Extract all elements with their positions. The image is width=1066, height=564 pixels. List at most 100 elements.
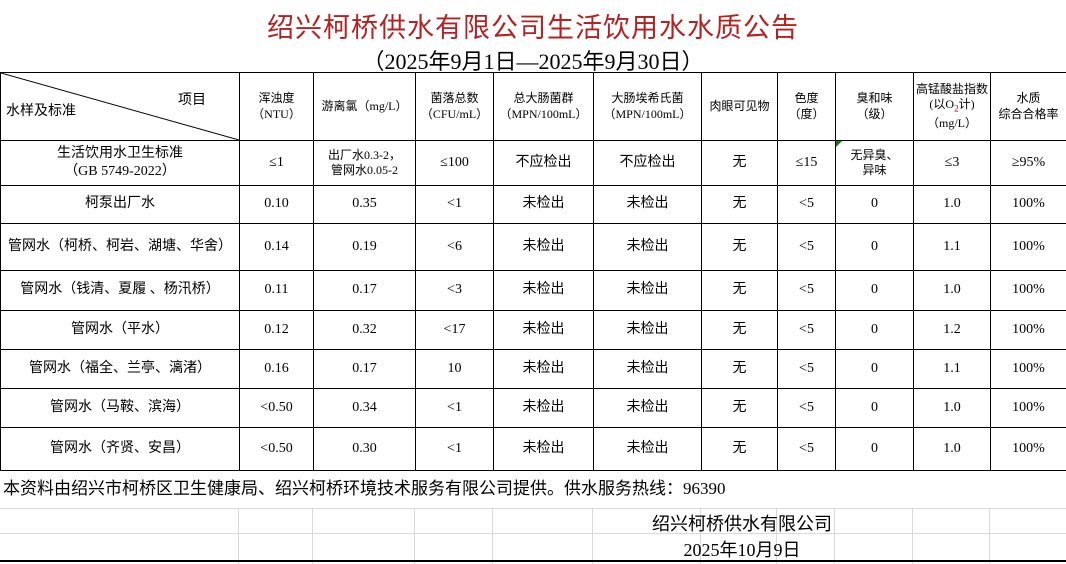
value-cell: 未检出	[593, 427, 702, 471]
water-quality-table: 项目 水样及标准 浑浊度 （NTU） 游离氯（mg/L） 菌落总数 （CFU/m…	[0, 72, 1066, 471]
col-header-colony-count: 菌落总数 （CFU/mL）	[415, 72, 494, 141]
value-cell: 未检出	[493, 310, 594, 350]
value-cell: <5	[777, 270, 836, 311]
value-cell: 0.10	[239, 185, 314, 224]
value-cell: <5	[777, 185, 836, 224]
value-cell: <5	[777, 349, 836, 389]
value-cell: 未检出	[493, 349, 594, 389]
value-cell: 未检出	[593, 185, 702, 224]
value-cell: <1	[415, 185, 494, 224]
page-title: 绍兴柯桥供水有限公司生活饮用水水质公告	[267, 13, 799, 43]
gridline-horizontal	[0, 508, 1066, 509]
value-cell: 100%	[990, 185, 1066, 224]
value-cell: 0	[835, 310, 914, 350]
value-cell: 未检出	[593, 270, 702, 311]
value-cell: <0.50	[239, 388, 314, 428]
value-cell: 未检出	[493, 185, 594, 224]
col-header-free-chlorine: 游离氯（mg/L）	[313, 72, 416, 141]
value-cell: 0.14	[239, 223, 314, 271]
value-cell: 0	[835, 223, 914, 271]
oxygen-subscript: 2	[954, 103, 959, 114]
value-cell: 100%	[990, 427, 1066, 471]
value-cell: <5	[777, 310, 836, 350]
col-header-permanganate-index: 高锰酸盐指数(以O2计)（mg/L）	[913, 72, 991, 141]
value-cell: 0	[835, 270, 914, 311]
row-label: 管网水（福全、兰亭、漓渚）	[0, 349, 240, 389]
table-row: 管网水（齐贤、安昌） <0.50 0.30 <1 未检出 未检出无 <5 0 1.0 100%	[0, 427, 1066, 471]
value-cell: 无异臭、 异味	[835, 140, 914, 186]
table-row: 柯泵出厂水 0.10 0.35 <1 未检出 未检出无 <5 0 1.0 100%	[0, 185, 1066, 224]
value-cell: 无	[701, 140, 778, 186]
row-label: 管网水（钱清、夏履 、杨汛桥）	[0, 270, 240, 311]
table-row: 生活饮用水卫生标准 （GB 5749-2022） ≤1 出厂水0.3-2， 管网水0…	[0, 140, 1066, 186]
col-header-chroma: 色度 （度）	[777, 72, 836, 141]
value-cell: 未检出	[493, 223, 594, 271]
value-cell: 0.32	[313, 310, 416, 350]
value-cell: ≤3	[913, 140, 991, 186]
value-cell: <5	[777, 427, 836, 471]
value-cell: 1.2	[913, 310, 991, 350]
value-cell: 无	[701, 427, 778, 471]
value-cell: 100%	[990, 310, 1066, 350]
row-label: 管网水（齐贤、安昌）	[0, 427, 240, 471]
row-label: 管网水（平水）	[0, 310, 240, 350]
table-row: 管网水（马鞍、滨海） <0.50 0.34 <1 未检出 未检出无 <5 0 1.0 100%	[0, 388, 1066, 428]
value-cell: 无	[701, 388, 778, 428]
value-cell: <5	[777, 388, 836, 428]
footer-note: 本资料由绍兴市柯桥区卫生健康局、绍兴柯桥环境技术服务有限公司提供。供水服务热线：…	[3, 479, 726, 498]
value-cell: ≤15	[777, 140, 836, 186]
value-cell: 0.17	[313, 270, 416, 311]
value-cell: 0.16	[239, 349, 314, 389]
gridline-vertical	[834, 508, 835, 564]
value-cell: 1.0	[913, 427, 991, 471]
gridline-vertical	[414, 508, 415, 564]
value-cell: 10	[415, 349, 494, 389]
value-cell: 100%	[990, 270, 1066, 311]
value-cell: 不应检出	[593, 140, 702, 186]
value-cell: 出厂水0.3-2， 管网水0.05-2	[313, 140, 416, 186]
diagonal-divider-line	[1, 73, 239, 140]
value-cell: 未检出	[593, 223, 702, 271]
table-row: 管网水（平水） 0.12 0.32 <17 未检出 未检出无 <5 0 1.2 100%	[0, 310, 1066, 350]
gridline-vertical	[912, 508, 913, 564]
row-label: 管网水（柯桥、柯岩、湖塘、华舍）	[0, 223, 240, 271]
value-cell: 未检出	[593, 349, 702, 389]
col-header-visible-matter: 肉眼可见物	[701, 72, 778, 141]
col-header-total-coliforms: 总大肠菌群 （MPN/100mL）	[493, 72, 594, 141]
signature-date: 2025年10月9日	[683, 540, 801, 560]
row-label: 生活饮用水卫生标准 （GB 5749-2022）	[0, 140, 240, 186]
corner-label-sample-standard: 水样及标准	[6, 104, 76, 119]
value-cell: 未检出	[593, 310, 702, 350]
value-cell: 不应检出	[493, 140, 594, 186]
value-cell: ≥95%	[990, 140, 1066, 186]
value-cell: 0.12	[239, 310, 314, 350]
value-cell: 无	[701, 310, 778, 350]
gridline-vertical	[989, 508, 990, 564]
value-cell: <1	[415, 388, 494, 428]
value-cell: 0	[835, 185, 914, 224]
bottom-border-line	[0, 560, 1066, 562]
value-cell: 0.35	[313, 185, 416, 224]
value-cell: ≤1	[239, 140, 314, 186]
col-header-e-coli: 大肠埃希氏菌 （MPN/100mL）	[593, 72, 702, 141]
value-cell: <5	[777, 223, 836, 271]
report-period: （2025年9月1日—2025年9月30日）	[362, 49, 704, 74]
value-cell: 100%	[990, 388, 1066, 428]
value-cell: 0.11	[239, 270, 314, 311]
value-cell: <3	[415, 270, 494, 311]
col-header-pass-rate: 水质 综合合格率	[990, 72, 1066, 141]
gridline-vertical	[700, 508, 701, 564]
value-cell: <1	[415, 427, 494, 471]
value-cell: 0	[835, 349, 914, 389]
value-cell: 1.0	[913, 185, 991, 224]
value-cell: 未检出	[593, 388, 702, 428]
gridline-vertical	[776, 508, 777, 564]
value-cell: 未检出	[493, 270, 594, 311]
table-row: 管网水（福全、兰亭、漓渚） 0.16 0.17 10 未检出 未检出无 <5 0 1.1 100%	[0, 349, 1066, 389]
value-cell: 1.0	[913, 388, 991, 428]
row-label: 管网水（马鞍、滨海）	[0, 388, 240, 428]
gridline-vertical	[592, 508, 593, 564]
value-cell: 无	[701, 349, 778, 389]
value-cell: 1.0	[913, 270, 991, 311]
